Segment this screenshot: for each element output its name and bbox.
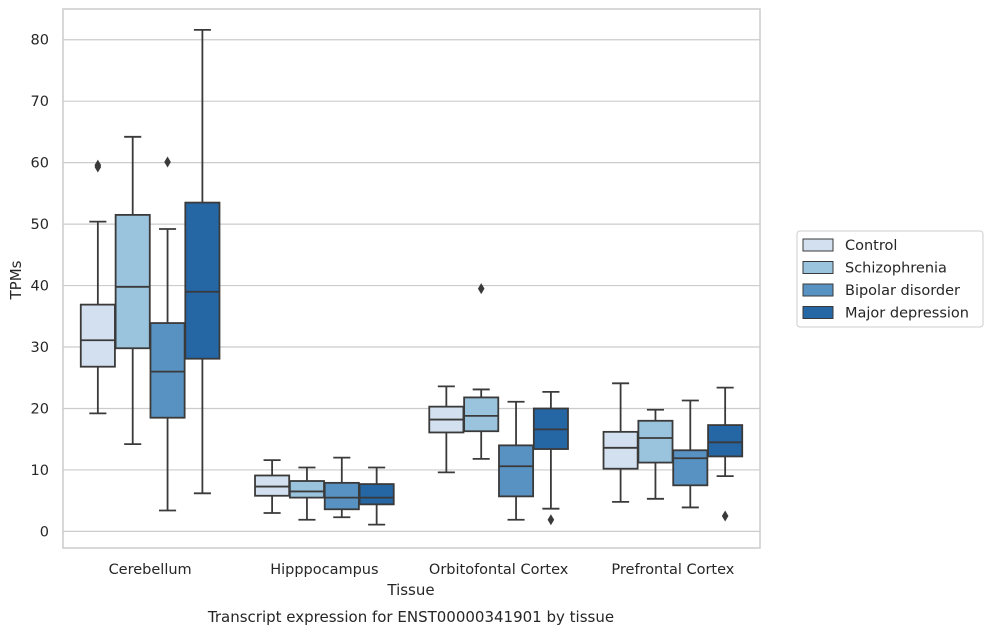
iqr-box: [672, 449, 709, 487]
legend: Control Schizophrenia Bipolar disorder Majo…: [796, 230, 984, 328]
y-axis-label: TPMs: [7, 260, 25, 300]
box-major-depression: [358, 466, 395, 526]
box-bipolar-disorder: [149, 156, 186, 512]
iqr-box: [602, 430, 639, 470]
legend-label: Bipolar disorder: [845, 283, 960, 299]
outlier-point: [164, 156, 171, 168]
box-major-depression: [184, 28, 221, 495]
y-tick-label: 10: [31, 463, 49, 479]
y-tick-label: 60: [31, 156, 49, 172]
legend-swatch: [802, 283, 834, 297]
box-bipolar-disorder: [498, 400, 535, 521]
legend-label: Schizophrenia: [845, 261, 947, 277]
iqr-box: [707, 424, 744, 458]
box-control: [254, 459, 291, 514]
legend-frame: [796, 230, 984, 328]
iqr-box: [149, 322, 186, 419]
iqr-box: [288, 480, 325, 499]
box-bipolar-disorder: [672, 399, 709, 509]
iqr-box: [358, 483, 395, 506]
chart-caption: Transcript expression for ENST0000034190…: [207, 608, 614, 626]
iqr-box: [114, 213, 151, 350]
box-control: [428, 385, 465, 474]
iqr-box: [463, 396, 500, 433]
x-tick-label: Prefrontal Cortex: [611, 562, 734, 578]
x-tick-labels: Cerebellum Hipppocampus Orbitofontal Corte…: [109, 562, 735, 578]
iqr-box: [498, 444, 535, 498]
iqr-box: [323, 481, 360, 511]
box-groups: [79, 28, 744, 526]
box-schizophrenia: [463, 283, 500, 460]
y-tick-label: 0: [40, 524, 49, 540]
x-tick-label: Cerebellum: [109, 562, 192, 578]
y-tick-label: 50: [31, 217, 49, 233]
y-tick-label: 30: [31, 340, 49, 356]
y-tick-label: 20: [31, 401, 49, 417]
box-schizophrenia: [288, 466, 325, 521]
legend-label: Control: [845, 238, 897, 254]
box-control: [602, 382, 639, 503]
outlier-point: [721, 510, 729, 522]
box-major-depression: [532, 390, 569, 526]
plot-frame: [62, 8, 761, 549]
legend-swatch: [802, 238, 834, 252]
legend-swatch: [802, 306, 834, 319]
y-tick-label: 40: [31, 279, 49, 295]
box-schizophrenia: [114, 135, 151, 446]
box-major-depression: [707, 386, 744, 522]
y-tick-label: 80: [31, 33, 49, 49]
legend-swatch: [802, 261, 834, 274]
x-tick-label: Orbitofontal Cortex: [429, 562, 569, 578]
outlier-point: [547, 514, 555, 526]
y-tick-labels: 0 10 20 30 40 50 60 70 80: [31, 33, 49, 541]
x-tick-label: Hipppocampus: [270, 562, 378, 578]
iqr-box: [184, 201, 221, 360]
box-control: [79, 159, 116, 415]
outlier-point: [94, 159, 102, 171]
legend-label: Major depression: [845, 306, 969, 322]
y-tick-label: 70: [31, 94, 49, 110]
iqr-box: [254, 474, 291, 497]
outlier-point: [477, 283, 485, 295]
x-axis-label: Tissue: [386, 581, 434, 599]
box-schizophrenia: [637, 408, 674, 500]
iqr-box: [637, 419, 674, 464]
box-bipolar-disorder: [323, 456, 360, 519]
iqr-box: [79, 303, 116, 368]
